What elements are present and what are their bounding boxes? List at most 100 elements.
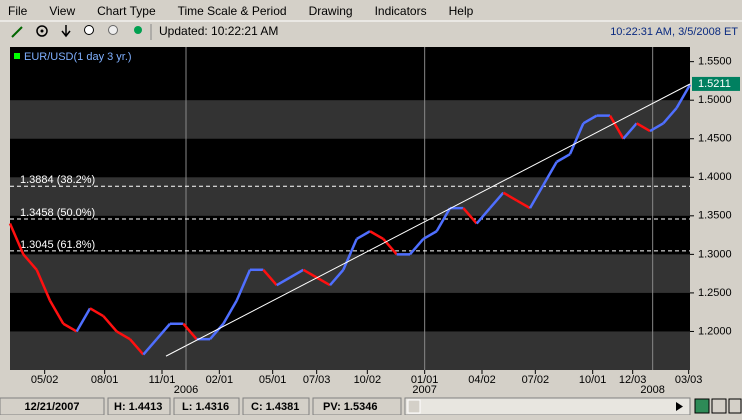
price-segment bbox=[75, 307, 92, 333]
status-high: H: 1.4413 bbox=[114, 401, 162, 413]
price-segment bbox=[435, 207, 452, 232]
x-tick-label: 08/01 bbox=[91, 374, 119, 386]
price-segment bbox=[475, 207, 491, 225]
x-tick-label: 07/02 bbox=[522, 374, 550, 386]
last-price: 1.5211 bbox=[698, 78, 731, 90]
price-band bbox=[10, 100, 690, 139]
fib-label: 1.3458 (50.0%) bbox=[20, 207, 95, 219]
view-button[interactable] bbox=[694, 398, 710, 414]
menu-item[interactable]: Chart Type bbox=[97, 4, 156, 18]
price-segment bbox=[302, 268, 318, 279]
tool-status[interactable] bbox=[134, 26, 142, 34]
tool-down[interactable] bbox=[61, 25, 71, 38]
price-band bbox=[10, 177, 690, 216]
scroll-right[interactable] bbox=[676, 402, 683, 411]
price-segment bbox=[516, 199, 531, 210]
tool-target[interactable] bbox=[36, 25, 48, 37]
updated-time: Updated: 10:22:21 AM bbox=[159, 24, 278, 38]
price-segment bbox=[62, 322, 78, 333]
x-tick-label: 02/01 bbox=[206, 374, 234, 386]
price-segment bbox=[528, 184, 545, 209]
price-segment bbox=[89, 307, 104, 318]
price-segment bbox=[142, 338, 158, 356]
status-low: L: 1.4316 bbox=[182, 401, 229, 413]
y-tick-label: 1.5000 bbox=[698, 94, 732, 106]
price-segment bbox=[409, 238, 425, 256]
y-tick-label: 1.3500 bbox=[698, 210, 732, 222]
status-close: C: 1.4381 bbox=[251, 401, 299, 413]
scrollbar[interactable] bbox=[404, 397, 691, 416]
price-axis bbox=[690, 47, 742, 370]
price-segment bbox=[8, 223, 25, 255]
price-segment bbox=[22, 253, 38, 271]
tool-zoom-in[interactable] bbox=[84, 25, 94, 35]
price-segment bbox=[369, 230, 384, 241]
tool-line[interactable] bbox=[11, 26, 23, 38]
price-segment bbox=[276, 276, 291, 287]
price-segment bbox=[382, 238, 398, 256]
fib-label: 1.3884 (38.2%) bbox=[20, 174, 95, 186]
price-segment bbox=[289, 268, 304, 279]
legend-swatch bbox=[14, 53, 20, 59]
price-segment bbox=[235, 269, 252, 302]
price-segment bbox=[116, 330, 131, 341]
price-segment bbox=[542, 161, 558, 186]
menu-item[interactable]: Time Scale & Period bbox=[178, 4, 287, 18]
price-segment bbox=[48, 299, 65, 325]
status-bar: 12/21/2007 H: 1.4413 L: 1.4316 C: 1.4381… bbox=[0, 397, 742, 416]
menu-bar: File View Chart Type Time Scale & Period Dra… bbox=[8, 4, 474, 18]
price-segment bbox=[462, 207, 478, 225]
price-segment bbox=[342, 238, 358, 271]
tool-zoom-out[interactable] bbox=[108, 25, 118, 35]
menu-item[interactable]: Help bbox=[449, 4, 474, 18]
price-segment bbox=[316, 276, 331, 287]
y-tick-label: 1.2500 bbox=[698, 287, 732, 299]
price-segment bbox=[489, 191, 505, 209]
price-segment bbox=[155, 322, 171, 340]
menu-item[interactable]: Drawing bbox=[309, 4, 353, 18]
price-band bbox=[10, 331, 690, 370]
clock: 10:22:31 AM, 3/5/2008 ET bbox=[610, 26, 738, 38]
price-segment bbox=[556, 153, 571, 163]
status-date: 12/21/2007 bbox=[24, 401, 79, 413]
price-segment bbox=[662, 107, 678, 125]
y-tick-label: 1.4500 bbox=[698, 133, 732, 145]
y-tick-label: 1.3000 bbox=[698, 248, 732, 260]
year-label: 2006 bbox=[174, 384, 198, 396]
price-segment bbox=[636, 122, 651, 133]
x-tick-label: 07/03 bbox=[303, 374, 331, 386]
price-segment bbox=[329, 268, 345, 287]
x-tick-label: 03/03 bbox=[675, 374, 703, 386]
price-segment bbox=[102, 315, 118, 333]
price-segment bbox=[622, 122, 638, 140]
menu-item[interactable]: View bbox=[49, 4, 75, 18]
price-segment bbox=[356, 230, 371, 241]
x-tick-label: 12/03 bbox=[619, 374, 647, 386]
y-tick-label: 1.2000 bbox=[698, 325, 732, 337]
x-tick-label: 01/01 bbox=[411, 374, 439, 386]
price-segment bbox=[129, 338, 145, 356]
y-tick-label: 1.4000 bbox=[698, 171, 732, 183]
year-label: 2008 bbox=[640, 384, 664, 396]
view-button[interactable] bbox=[711, 398, 727, 414]
view-button[interactable] bbox=[728, 398, 742, 414]
price-segment bbox=[35, 269, 52, 302]
last-price-box bbox=[692, 76, 740, 91]
price-segment bbox=[502, 191, 518, 202]
menu-item[interactable]: File bbox=[8, 4, 28, 18]
scroll-thumb[interactable] bbox=[407, 399, 421, 414]
menu-item[interactable]: Indicators bbox=[375, 4, 427, 18]
y-tick-label: 1.5500 bbox=[698, 56, 732, 68]
legend: EUR/USD(1 day 3 yr.) bbox=[24, 51, 132, 63]
price-segment bbox=[222, 299, 238, 325]
price-segment bbox=[582, 114, 598, 125]
price-segment bbox=[675, 84, 692, 109]
price-segment bbox=[209, 322, 225, 340]
price-segment bbox=[422, 230, 438, 241]
x-tick-label: 05/02 bbox=[31, 374, 59, 386]
toolbar: Updated: 10:22:21 AM 10:22:31 AM, 3/5/20… bbox=[11, 24, 738, 40]
tool-target-dot bbox=[40, 29, 44, 33]
price-segment bbox=[649, 122, 664, 133]
